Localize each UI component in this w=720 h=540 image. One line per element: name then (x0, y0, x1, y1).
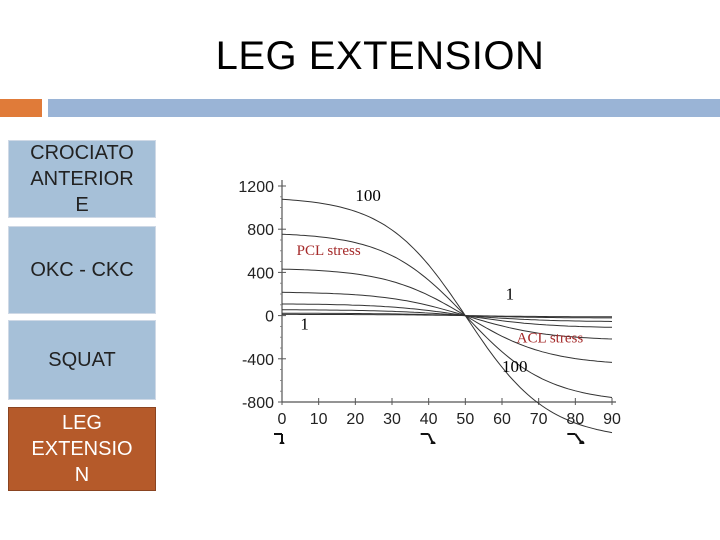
knee-foot (430, 441, 436, 444)
x-tick-label: 0 (278, 411, 287, 428)
stress-label: ACL stress (517, 331, 584, 347)
nav-item-label: OKC - CKC (30, 259, 134, 281)
slide-title: LEG EXTENSION (215, 34, 545, 78)
y-tick-label: 800 (247, 222, 274, 239)
x-tick-label: 20 (346, 411, 364, 428)
stress-curve-70 (281, 233, 613, 398)
nav-item-label: LEG EXTENSIO N (31, 412, 133, 486)
nav-item-label: CROCIATO ANTERIOR E (30, 142, 134, 216)
nav-item-okc-ckc[interactable]: OKC - CKC (8, 226, 156, 314)
x-tick-label: 40 (420, 411, 438, 428)
stress-label: PCL stress (297, 243, 361, 259)
curve-label: 1 (506, 284, 514, 303)
knee-foot (279, 441, 285, 444)
curve-label: 100 (355, 186, 381, 205)
x-tick-label: 30 (383, 411, 401, 428)
x-tick-label: 50 (456, 411, 474, 428)
y-tick-label: 0 (265, 309, 274, 326)
stress-curve-10 (282, 303, 613, 328)
x-tick-label: 90 (603, 411, 621, 428)
x-tick-label: 70 (530, 411, 548, 428)
nav-item-leg-extension[interactable]: LEG EXTENSIO N (8, 407, 156, 491)
knee-icon (274, 433, 285, 444)
x-tick-label: 80 (566, 411, 584, 428)
y-tick-label: 400 (247, 265, 274, 282)
nav-item-crociato-anteriore[interactable]: CROCIATO ANTERIOR E (8, 140, 156, 218)
stress-curve-100 (281, 198, 613, 434)
knee-foot (579, 440, 585, 444)
stress-curve-2 (282, 312, 612, 319)
nav-item-squat[interactable]: SQUAT (8, 320, 156, 400)
y-tick-label: 1200 (238, 179, 274, 196)
knee-icon (567, 433, 585, 444)
curve-label: 100 (502, 357, 528, 376)
stress-curve-40 (281, 268, 613, 363)
x-tick-label: 10 (310, 411, 328, 428)
curve-label: 1 (300, 315, 309, 334)
stress-curve-20 (281, 291, 613, 340)
accent-bar (0, 99, 42, 117)
nav-item-label: SQUAT (48, 349, 116, 371)
y-tick-label: -400 (242, 352, 274, 369)
header-bar (48, 99, 720, 117)
x-tick-label: 60 (493, 411, 511, 428)
y-tick-label: -800 (242, 395, 274, 412)
stress-curve-5 (282, 309, 613, 322)
knee-icon (420, 433, 436, 444)
